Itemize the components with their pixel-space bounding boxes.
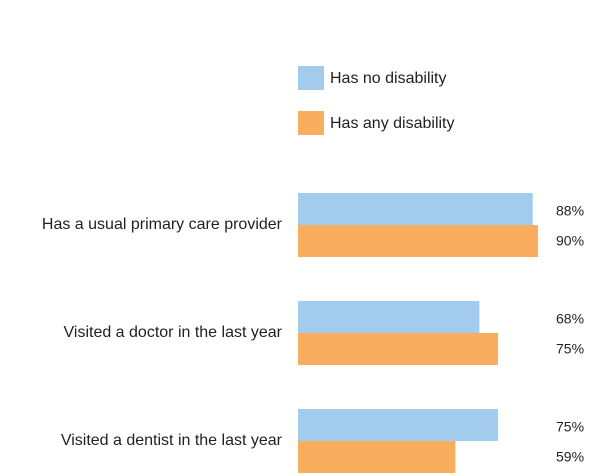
category-label: Visited a dentist in the last year: [61, 432, 283, 449]
legend-swatch: [298, 66, 324, 90]
legend-label: Has any disability: [330, 115, 455, 132]
bar: [298, 333, 499, 365]
bar: [298, 193, 533, 225]
value-label: 90%: [556, 233, 584, 249]
value-label: 88%: [556, 203, 584, 219]
value-label: 68%: [556, 311, 584, 327]
legend-label: Has no disability: [330, 70, 447, 87]
bar: [298, 301, 480, 333]
category-label: Visited a doctor in the last year: [64, 324, 283, 341]
value-label: 59%: [556, 449, 584, 465]
legend-swatch: [298, 111, 324, 135]
value-label: 75%: [556, 419, 584, 435]
bar: [298, 409, 499, 441]
bar: [298, 441, 456, 473]
category-label: Has a usual primary care provider: [42, 216, 283, 233]
value-label: 75%: [556, 341, 584, 357]
bar: [298, 225, 539, 257]
